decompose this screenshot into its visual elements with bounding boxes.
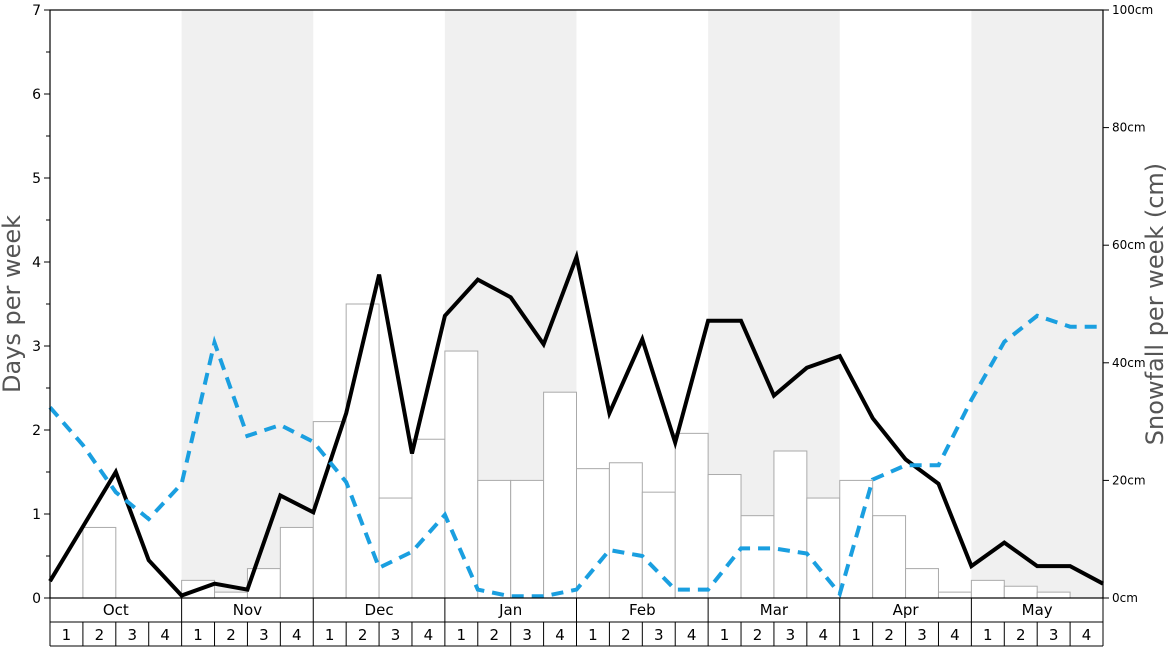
month-shading bbox=[181, 10, 1103, 598]
snowfall-bar bbox=[1036, 591, 1071, 599]
snowfall-bar bbox=[740, 515, 775, 599]
month-label: Feb bbox=[629, 601, 656, 619]
dashed-series-line bbox=[48, 313, 1103, 599]
y-left-tick-label: 2 bbox=[32, 423, 41, 439]
day-lines bbox=[48, 249, 1104, 599]
y-left-tick-label: 0 bbox=[32, 591, 41, 607]
snowfall-bar bbox=[411, 438, 446, 599]
week-label: 2 bbox=[753, 626, 763, 644]
snowfall-bar bbox=[707, 474, 742, 599]
snowfall-bar bbox=[608, 462, 643, 599]
week-label: 2 bbox=[1016, 626, 1026, 644]
week-label: 2 bbox=[226, 626, 236, 644]
month-label: Mar bbox=[760, 601, 789, 619]
week-label: 3 bbox=[1049, 626, 1059, 644]
month-label: Oct bbox=[103, 601, 129, 619]
snowfall-bar bbox=[806, 497, 841, 599]
week-label: 4 bbox=[292, 626, 302, 644]
y-right-tick-label: 100cm bbox=[1112, 3, 1153, 17]
snowfall-bar bbox=[970, 579, 1005, 599]
week-label: 1 bbox=[62, 626, 72, 644]
solid-series-line bbox=[48, 249, 1104, 598]
axis-labels: Days per week Snowfall per week (cm) bbox=[0, 163, 1168, 445]
week-label: 1 bbox=[851, 626, 861, 644]
week-label: 3 bbox=[127, 626, 137, 644]
snowfall-bar bbox=[1003, 585, 1038, 599]
y-axis-left-label: Days per week bbox=[0, 215, 26, 393]
snowfall-bar bbox=[444, 350, 479, 599]
snowfall-bar bbox=[674, 432, 709, 599]
snowfall-bar bbox=[82, 526, 117, 599]
week-label: 2 bbox=[621, 626, 631, 644]
week-label: 2 bbox=[358, 626, 368, 644]
week-label: 3 bbox=[259, 626, 269, 644]
week-label: 1 bbox=[193, 626, 203, 644]
month-label: Apr bbox=[893, 601, 920, 619]
week-label: 3 bbox=[391, 626, 401, 644]
week-label: 1 bbox=[588, 626, 598, 644]
snowfall-bar bbox=[576, 468, 610, 599]
snowfall-bar bbox=[641, 491, 676, 599]
snowfall-bar bbox=[345, 303, 380, 599]
y-right-tick-label: 0cm bbox=[1112, 591, 1138, 605]
month-shade-nov bbox=[181, 10, 314, 598]
snowfall-bar bbox=[378, 497, 413, 599]
snowfall-bar bbox=[543, 391, 577, 599]
axes: 0 1 2 3 4 5 6 7 0cm 20cm 40cm 60cm 80cm 100cm Oct 1 2 3 4 N… bbox=[32, 3, 1153, 647]
snowfall-bar bbox=[905, 568, 939, 599]
week-label: 4 bbox=[555, 626, 565, 644]
y-left-tick-label: 6 bbox=[32, 87, 41, 103]
week-label: 1 bbox=[457, 626, 467, 644]
y-left-tick-label: 4 bbox=[32, 255, 41, 271]
snowfall-bars bbox=[82, 303, 1071, 599]
snowfall-bar bbox=[872, 515, 907, 599]
week-label: 1 bbox=[983, 626, 993, 644]
week-label: 4 bbox=[1082, 626, 1092, 644]
week-label: 4 bbox=[160, 626, 170, 644]
y-left-tick-label: 7 bbox=[32, 3, 41, 19]
month-shade-may bbox=[971, 10, 1103, 598]
snowfall-bar bbox=[773, 450, 808, 599]
week-label: 3 bbox=[786, 626, 796, 644]
snowfall-bar bbox=[510, 479, 545, 599]
y-right-tick-label: 80cm bbox=[1112, 121, 1146, 135]
week-label: 4 bbox=[687, 626, 697, 644]
week-label: 1 bbox=[325, 626, 335, 644]
week-label: 2 bbox=[95, 626, 105, 644]
month-label: May bbox=[1022, 601, 1053, 619]
y-right-tick-label: 40cm bbox=[1112, 356, 1146, 370]
snowfall-bar bbox=[937, 591, 972, 599]
y-axis-right-label: Snowfall per week (cm) bbox=[1141, 163, 1168, 445]
y-left-tick-label: 1 bbox=[32, 507, 41, 523]
month-label: Jan bbox=[498, 601, 522, 619]
week-label: 3 bbox=[917, 626, 927, 644]
week-label: 4 bbox=[424, 626, 434, 644]
week-label: 3 bbox=[654, 626, 664, 644]
week-label: 1 bbox=[720, 626, 730, 644]
snowfall-bar bbox=[477, 479, 512, 599]
week-label: 2 bbox=[489, 626, 499, 644]
y-right-tick-label: 20cm bbox=[1112, 473, 1146, 487]
y-left-tick-label: 3 bbox=[32, 339, 41, 355]
y-right-tick-label: 60cm bbox=[1112, 238, 1146, 252]
week-label: 4 bbox=[950, 626, 960, 644]
week-label: 2 bbox=[884, 626, 894, 644]
snowfall-bar bbox=[279, 526, 314, 599]
month-label: Dec bbox=[365, 601, 394, 619]
week-label: 4 bbox=[819, 626, 829, 644]
week-label: 3 bbox=[522, 626, 532, 644]
month-label: Nov bbox=[233, 601, 262, 619]
snowfall-bar bbox=[214, 591, 248, 599]
y-left-tick-label: 5 bbox=[32, 171, 41, 187]
